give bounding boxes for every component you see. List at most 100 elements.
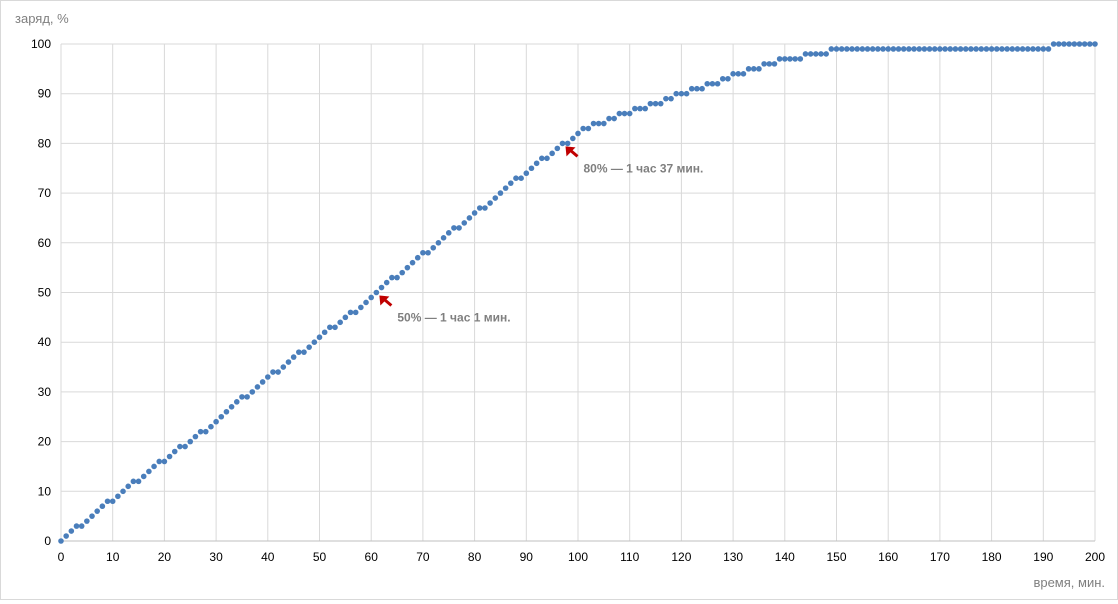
data-point	[771, 61, 778, 67]
data-point	[807, 51, 814, 57]
x-tick-label: 130	[723, 550, 743, 564]
data-point	[270, 369, 276, 375]
data-point	[166, 453, 173, 460]
data-point	[239, 394, 245, 400]
data-point	[1050, 41, 1057, 47]
data-point	[895, 46, 902, 52]
data-point	[316, 334, 323, 341]
data-point	[518, 175, 524, 181]
data-point	[968, 46, 974, 52]
data-point	[544, 155, 550, 162]
data-point	[156, 458, 163, 465]
data-point	[1024, 46, 1031, 52]
x-tick-label: 90	[520, 550, 534, 564]
y-tick-label: 100	[31, 37, 51, 51]
data-point	[590, 120, 597, 127]
data-point	[745, 66, 752, 72]
data-point	[875, 46, 881, 52]
data-point	[404, 264, 411, 271]
data-point	[580, 125, 586, 132]
x-tick-label: 100	[568, 550, 588, 564]
data-point	[952, 46, 959, 52]
data-point	[290, 354, 297, 360]
data-point	[1009, 46, 1016, 52]
data-point	[513, 175, 519, 181]
data-point	[549, 150, 555, 157]
data-point	[802, 51, 809, 57]
data-point	[177, 443, 183, 450]
data-point	[306, 344, 312, 350]
data-point	[394, 274, 400, 281]
x-tick-label: 180	[982, 550, 1002, 564]
data-point	[68, 528, 75, 534]
data-point	[885, 46, 891, 52]
data-point	[942, 46, 948, 52]
data-point	[109, 498, 116, 505]
data-point	[492, 195, 499, 201]
data-point	[983, 46, 990, 52]
data-point	[900, 46, 907, 52]
data-point	[182, 443, 188, 450]
data-point	[440, 235, 447, 241]
tick-layer: 0 10 20 30 40 50 60 70 80 90 100 110 120 130 140 150 160…	[31, 37, 1105, 564]
data-point	[249, 389, 256, 395]
y-axis-label: заряд, %	[15, 11, 69, 26]
data-point	[347, 309, 354, 316]
data-point	[187, 438, 194, 445]
data-point	[265, 374, 271, 380]
x-tick-label: 200	[1085, 550, 1105, 564]
data-point	[461, 220, 468, 226]
data-point	[859, 46, 866, 52]
data-point	[285, 359, 292, 365]
data-point	[730, 71, 736, 77]
x-axis-label: время, мин.	[1033, 575, 1105, 590]
data-point	[528, 165, 535, 172]
data-point	[151, 463, 157, 470]
data-point	[218, 413, 225, 420]
data-point	[507, 180, 514, 186]
data-point	[632, 105, 638, 112]
data-point	[120, 488, 126, 495]
x-tick-label: 0	[58, 550, 65, 564]
data-point	[89, 513, 95, 519]
data-point	[435, 240, 442, 246]
x-tick-label: 20	[158, 550, 172, 564]
x-tick-label: 50	[313, 550, 327, 564]
data-point	[497, 190, 504, 196]
data-point	[363, 299, 369, 306]
data-point	[296, 349, 302, 355]
data-point	[342, 314, 349, 321]
data-point	[1019, 46, 1026, 52]
data-point	[140, 473, 147, 480]
data-point	[714, 80, 721, 87]
data-point	[1045, 46, 1052, 52]
data-point	[1030, 46, 1036, 52]
data-point	[647, 100, 654, 107]
data-point	[782, 56, 788, 62]
data-point	[420, 249, 426, 256]
data-point	[570, 135, 576, 142]
data-point	[673, 90, 680, 97]
data-point	[585, 125, 592, 132]
data-point	[642, 105, 649, 112]
data-point	[337, 319, 343, 326]
data-point	[197, 428, 204, 435]
data-point	[327, 324, 333, 331]
data-point	[1071, 41, 1078, 47]
data-point	[621, 110, 628, 117]
data-point	[993, 46, 1000, 52]
data-point	[146, 468, 152, 475]
x-tick-label: 70	[416, 550, 430, 564]
data-point	[78, 523, 85, 529]
y-tick-label: 70	[38, 186, 52, 200]
y-tick-label: 50	[38, 286, 52, 300]
data-point	[192, 433, 199, 440]
data-point	[678, 90, 685, 97]
data-point	[539, 155, 545, 162]
data-point	[445, 230, 452, 236]
data-point	[947, 46, 954, 52]
data-point	[869, 46, 876, 52]
data-point	[828, 46, 835, 52]
data-point	[626, 110, 633, 117]
data-point	[228, 404, 235, 410]
